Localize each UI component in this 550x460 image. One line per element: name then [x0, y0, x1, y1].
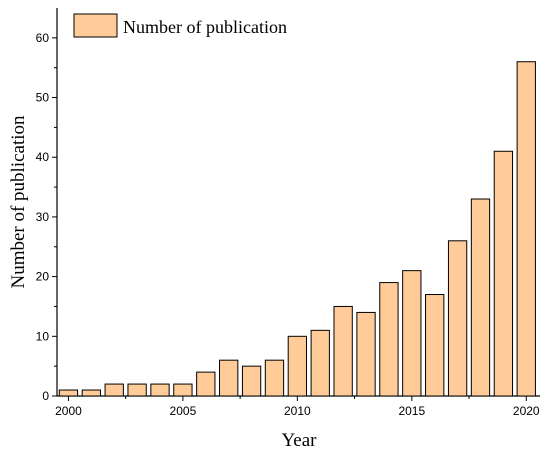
bar-2002 — [104, 383, 124, 397]
y-tick-label-40: 40 — [36, 150, 50, 164]
bar-2005 — [173, 383, 193, 397]
bar-2007 — [219, 359, 239, 397]
legend-label: Number of publication — [123, 17, 287, 37]
bars-layer — [58, 61, 536, 397]
y-axis-title: Number of publication — [8, 115, 29, 289]
y-ticks-layer: 0 10 20 30 40 50 60 — [36, 31, 57, 403]
bar-2014 — [379, 282, 399, 397]
bar-2019 — [493, 150, 514, 397]
bar-2009 — [264, 359, 285, 397]
y-tick-label-50: 50 — [36, 91, 50, 105]
bar-2004 — [150, 383, 170, 397]
bar-2000 — [58, 389, 79, 397]
bar-2010 — [287, 335, 308, 397]
legend: Number of publication — [73, 13, 287, 38]
x-tick-label-2015: 2015 — [398, 404, 425, 418]
bar-2003 — [127, 383, 147, 397]
x-axis-title: Year — [281, 430, 317, 451]
bar-2006 — [196, 371, 216, 397]
x-tick-label-2020: 2020 — [513, 404, 540, 418]
bar-2012 — [333, 305, 353, 397]
x-tick-label-2010: 2010 — [284, 404, 311, 418]
y-tick-label-20: 20 — [36, 270, 50, 284]
bar-2017 — [447, 240, 468, 397]
y-tick-label-30: 30 — [36, 210, 50, 224]
bar-2013 — [356, 311, 376, 397]
legend-swatch — [73, 13, 118, 38]
y-tick-label-10: 10 — [36, 329, 50, 343]
bar-2015 — [402, 270, 422, 397]
bar-2016 — [425, 294, 445, 397]
bar-2018 — [470, 198, 491, 397]
x-tick-label-2005: 2005 — [170, 404, 197, 418]
x-tick-label-2000: 2000 — [55, 404, 82, 418]
bar-2011 — [310, 329, 330, 397]
y-tick-label-0: 0 — [42, 389, 49, 403]
x-ticks-layer: 2000 2005 2010 2015 2020 — [55, 396, 540, 418]
y-tick-label-60: 60 — [36, 31, 50, 45]
bar-2020 — [516, 61, 536, 397]
bar-2008 — [241, 365, 262, 397]
bar-2001 — [81, 389, 101, 397]
